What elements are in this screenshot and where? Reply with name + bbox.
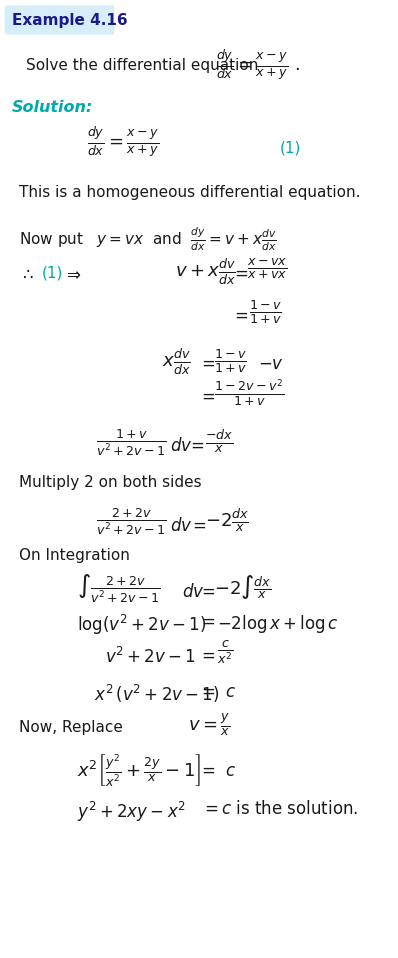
Text: $v = \frac{y}{x}$: $v = \frac{y}{x}$: [188, 712, 230, 739]
Text: $x^2\left[\frac{y^2}{x^2}+\frac{2y}{x}-1\right]$: $x^2\left[\frac{y^2}{x^2}+\frac{2y}{x}-1…: [77, 752, 201, 788]
Text: $\frac{1-v}{1+v}$: $\frac{1-v}{1+v}$: [249, 298, 282, 326]
Text: =: =: [234, 265, 248, 283]
Text: $y^2+2xy-x^2$: $y^2+2xy-x^2$: [77, 800, 186, 824]
Text: =  $c$: = $c$: [201, 683, 236, 701]
Text: $dv$: $dv$: [170, 517, 193, 535]
Text: $dv$: $dv$: [182, 583, 205, 601]
Text: $v^2+2v-1$: $v^2+2v-1$: [105, 647, 196, 667]
Text: (1): (1): [280, 140, 301, 155]
Text: $dv$: $dv$: [170, 437, 193, 455]
Text: This is a homogeneous differential equation.: This is a homogeneous differential equat…: [19, 185, 361, 200]
Text: $\frac{x-vx}{x+vx}$: $\frac{x-vx}{x+vx}$: [246, 257, 287, 282]
Text: $\int\frac{2+2v}{v^2+2v-1}$: $\int\frac{2+2v}{v^2+2v-1}$: [77, 573, 160, 605]
Text: =: =: [234, 307, 248, 325]
Text: =: =: [191, 437, 205, 455]
Text: $\therefore$: $\therefore$: [19, 265, 34, 283]
Text: (1): (1): [42, 265, 63, 280]
Text: Now, Replace: Now, Replace: [19, 720, 123, 735]
Text: $= c$ is the solution.: $= c$ is the solution.: [201, 800, 358, 818]
Text: =: =: [201, 647, 215, 665]
Text: $\log(v^2+2v-1)$: $\log(v^2+2v-1)$: [77, 613, 206, 637]
Text: $\frac{1+v}{v^2+2v-1}$: $\frac{1+v}{v^2+2v-1}$: [96, 428, 167, 458]
Text: $\frac{dy}{dx} = \frac{x-y}{x+y}$ .: $\frac{dy}{dx} = \frac{x-y}{x+y}$ .: [216, 48, 300, 81]
Text: Now put   $y = vx$  and  $\frac{dy}{dx} = v + x\frac{dv}{dx}$: Now put $y = vx$ and $\frac{dy}{dx} = v …: [19, 225, 277, 253]
Text: $-2\frac{dx}{x}$: $-2\frac{dx}{x}$: [205, 507, 250, 534]
FancyBboxPatch shape: [5, 6, 114, 34]
Text: =: =: [201, 355, 215, 373]
Text: $v + x\frac{dv}{dx}$: $v + x\frac{dv}{dx}$: [175, 257, 236, 286]
Text: $- v$: $- v$: [258, 355, 284, 373]
Text: =: =: [201, 583, 215, 601]
Text: =: =: [201, 388, 215, 406]
Text: $\frac{1-v}{1+v}$: $\frac{1-v}{1+v}$: [214, 347, 247, 375]
Text: =  $c$: = $c$: [201, 762, 236, 780]
Text: $x^2\,(v^2+2v-1)$: $x^2\,(v^2+2v-1)$: [94, 683, 220, 705]
Text: Solution:: Solution:: [12, 100, 94, 115]
Text: $\Rightarrow$: $\Rightarrow$: [63, 265, 81, 283]
Text: Multiply 2 on both sides: Multiply 2 on both sides: [19, 475, 202, 490]
Text: On Integration: On Integration: [19, 548, 130, 563]
Text: $\frac{c}{x^2}$: $\frac{c}{x^2}$: [217, 638, 233, 666]
Text: $\frac{dy}{dx} = \frac{x-y}{x+y}$: $\frac{dy}{dx} = \frac{x-y}{x+y}$: [88, 125, 160, 158]
Text: $-2\log x + \log c$: $-2\log x + \log c$: [217, 613, 339, 635]
Text: $x\frac{dv}{dx}$: $x\frac{dv}{dx}$: [162, 347, 191, 376]
Text: $\frac{-dx}{x}$: $\frac{-dx}{x}$: [205, 428, 234, 455]
Text: $\frac{1-2v-v^2}{1+v}$: $\frac{1-2v-v^2}{1+v}$: [214, 378, 285, 409]
Text: $\frac{2+2v}{v^2+2v-1}$: $\frac{2+2v}{v^2+2v-1}$: [96, 507, 167, 537]
Text: =: =: [192, 517, 206, 535]
Text: $-2\int\frac{dx}{x}$: $-2\int\frac{dx}{x}$: [214, 573, 271, 601]
Text: Solve the differential equation: Solve the differential equation: [26, 58, 259, 73]
Text: Example 4.16: Example 4.16: [12, 12, 128, 28]
Text: =: =: [201, 613, 215, 631]
